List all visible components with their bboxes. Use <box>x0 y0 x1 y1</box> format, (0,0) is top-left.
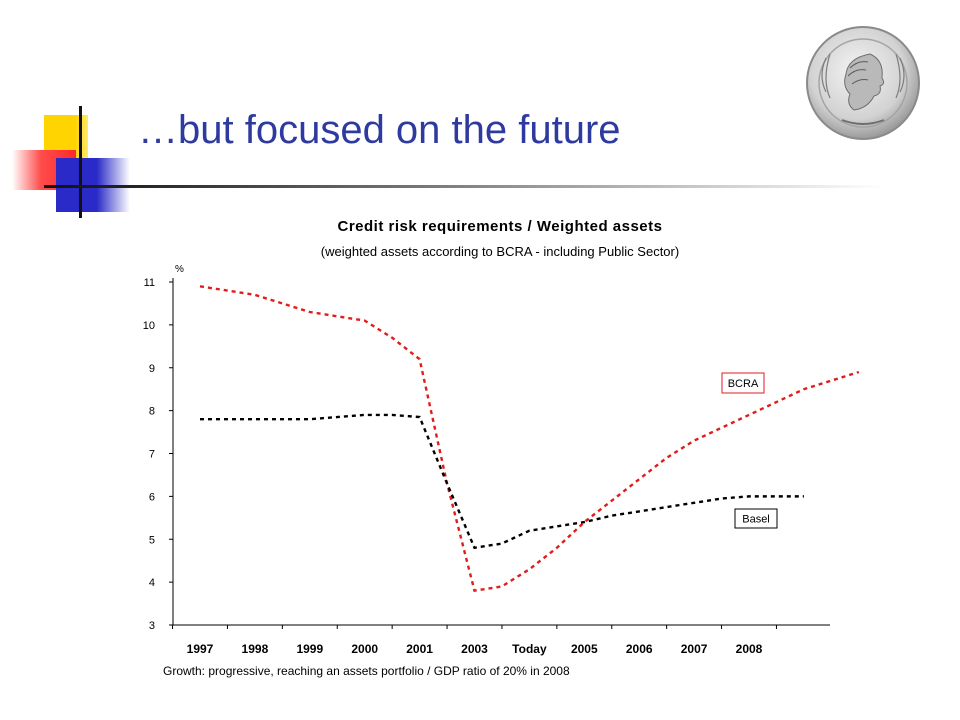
series-line-basel <box>200 413 804 550</box>
x-tick-label: 1998 <box>242 642 269 656</box>
coin-icon <box>806 26 920 140</box>
y-tick-label: 4 <box>149 577 155 589</box>
y-tick-label: 9 <box>149 363 155 375</box>
y-tick-label: 11 <box>144 277 155 289</box>
x-tick-label: 2008 <box>736 642 763 656</box>
y-tick-label: 5 <box>149 534 155 546</box>
x-tick-label: Today <box>512 642 547 656</box>
x-tick-label: 2005 <box>571 642 598 656</box>
legend-box-basel <box>734 508 778 529</box>
chart-series <box>199 285 860 593</box>
page-title: …but focused on the future <box>138 108 621 152</box>
y-tick-label: 8 <box>149 406 155 418</box>
chart-labels: 3 4 5 6 7 8 9 10 11% 1997 1998 1999 2000 2001 2003 Toda… <box>143 264 778 656</box>
legend-box-bcra <box>721 372 765 394</box>
y-tick-label: 10 <box>143 320 155 332</box>
x-tick-label: 2003 <box>461 642 488 656</box>
x-tick-label: 2006 <box>626 642 653 656</box>
chart-subtitle: (weighted assets according to BCRA - inc… <box>320 244 680 259</box>
series-line-bcra <box>199 285 860 593</box>
y-tick-label: 7 <box>149 449 155 461</box>
chart-axes <box>169 278 830 629</box>
y-tick-label: 6 <box>149 491 155 503</box>
x-tick-label: 2000 <box>351 642 378 656</box>
x-tick-label: 2001 <box>406 642 433 656</box>
chart-title: Credit risk requirements / Weighted asse… <box>337 218 663 235</box>
y-axis-unit: % <box>175 264 184 275</box>
chart-footnote: Growth: progressive, reaching an assets … <box>163 664 570 678</box>
decor-horizontal-line <box>44 185 884 188</box>
x-tick-label: 1999 <box>296 642 323 656</box>
x-tick-label: 2007 <box>681 642 708 656</box>
y-tick-label: 3 <box>149 620 155 632</box>
legend-label-basel: Basel <box>742 514 770 526</box>
x-tick-label: 1997 <box>187 642 214 656</box>
decor-vertical-line <box>79 106 82 218</box>
legend-label-bcra: BCRA <box>728 378 759 390</box>
